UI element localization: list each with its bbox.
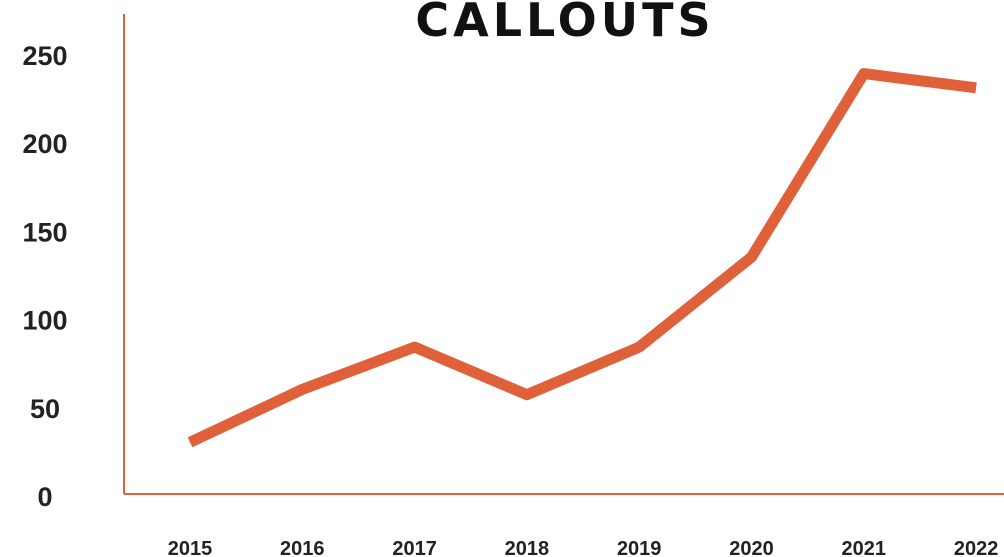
series-layer	[187, 68, 977, 448]
x-tick-labels: 2015 2016 2017 2018 2019 2020 2021 2022	[168, 538, 999, 557]
x-tick-label: 2018	[505, 538, 550, 557]
x-tick-label: 2016	[280, 538, 325, 557]
chart-title: CALLOUTS	[415, 0, 714, 47]
y-tick-label: 50	[30, 394, 60, 424]
y-tick-labels: 0 50 100 150 200 250	[22, 41, 67, 512]
x-tick-label: 2022	[954, 538, 999, 557]
x-tick-label: 2015	[168, 538, 213, 557]
x-tick-label: 2019	[617, 538, 662, 557]
series-line	[187, 68, 977, 448]
y-tick-label: 0	[37, 482, 52, 512]
x-tick-label: 2021	[842, 538, 887, 557]
y-tick-label: 100	[22, 306, 67, 336]
x-tick-label: 2017	[392, 538, 437, 557]
y-tick-label: 200	[22, 129, 67, 159]
y-tick-label: 150	[22, 217, 67, 247]
y-tick-label: 250	[22, 41, 67, 71]
x-tick-label: 2020	[729, 538, 774, 557]
